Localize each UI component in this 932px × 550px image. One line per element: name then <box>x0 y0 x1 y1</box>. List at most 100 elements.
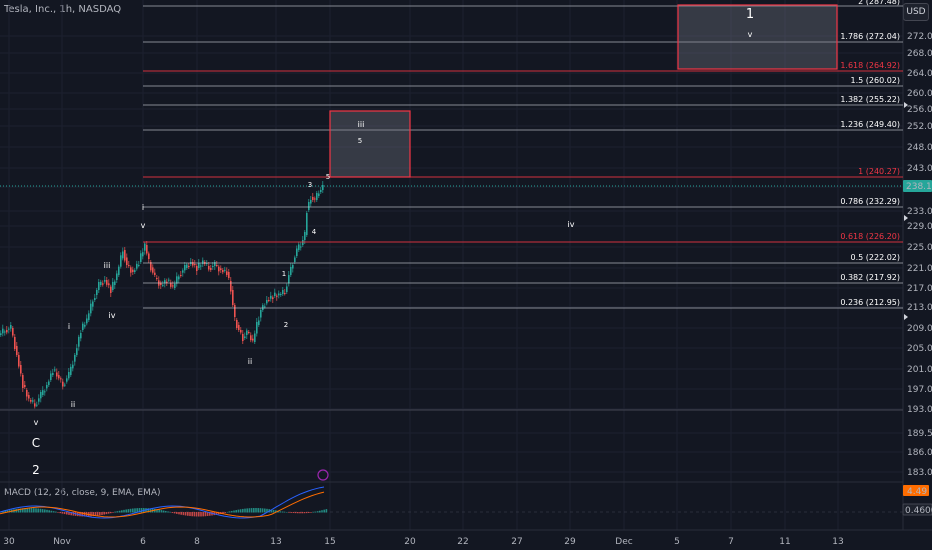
candle-body <box>304 232 306 240</box>
candle-body <box>12 328 14 336</box>
macd-histogram-bar <box>195 512 198 517</box>
time-tick: 6 <box>140 537 146 547</box>
macd-histogram-bar <box>180 512 182 515</box>
macd-histogram-bar <box>83 512 86 517</box>
macd-histogram-bar <box>310 512 312 513</box>
price-tick: 248.00 <box>907 143 932 153</box>
candle-body <box>170 282 172 287</box>
candle-body <box>48 381 50 385</box>
candle-body <box>200 265 202 267</box>
candle-body <box>186 264 188 268</box>
macd-histogram-bar <box>279 511 281 513</box>
candle-body <box>90 303 92 314</box>
macd-histogram-bar <box>189 512 191 517</box>
candle-body <box>168 279 170 281</box>
macd-histogram-bar <box>17 508 20 513</box>
candle-body <box>162 284 164 286</box>
candle-body <box>152 267 154 273</box>
fib-label: 1.236 (249.40) <box>840 120 900 129</box>
macd-histogram-bar <box>169 511 171 513</box>
candle-body <box>154 272 156 275</box>
macd-legend[interactable]: MACD (12, 26, close, 9, EMA, EMA) <box>4 488 161 498</box>
macd-histogram-bar <box>272 509 275 513</box>
fibonacci-levels: 1.786 (272.04) 1.618 (264.92) 1.5 (260.02)… <box>143 0 903 309</box>
macd-pane <box>0 486 903 519</box>
candle-body <box>278 293 280 296</box>
wave-label-4: 4 <box>312 228 317 236</box>
macd-histogram-bar <box>319 510 321 513</box>
candle-body <box>230 281 232 292</box>
candle-body <box>76 348 78 355</box>
candle-body <box>310 200 312 204</box>
candle-body <box>300 246 302 248</box>
macd-histogram-bar <box>290 512 292 513</box>
macd-histogram-bar <box>61 512 64 514</box>
macd-value-tag: 4.49 <box>907 487 927 497</box>
price-tick: 252.00 <box>907 122 932 132</box>
macd-histogram-bar <box>226 511 229 513</box>
candle-body <box>296 248 298 256</box>
macd-histogram-bar <box>103 512 105 515</box>
candle-body <box>220 268 222 270</box>
candle-body <box>52 373 54 375</box>
time-axis[interactable]: 30 Nov 6 8 13 15 20 22 27 29 Dec 5 7 11 13 <box>3 537 843 547</box>
wave-label-2-small: 2 <box>284 321 288 329</box>
time-tick: Nov <box>53 537 71 547</box>
macd-histogram-bar <box>303 512 306 514</box>
candle-body <box>98 282 100 290</box>
candle-body <box>260 310 262 318</box>
macd-histogram-bar <box>204 512 207 517</box>
wave-iii-target-box <box>329 110 411 178</box>
candle-body <box>156 278 158 279</box>
candle-body <box>318 193 320 196</box>
candle-body <box>208 266 210 270</box>
candle-body <box>136 263 138 269</box>
candle-body <box>64 384 66 386</box>
candle-body <box>140 253 142 262</box>
macd-histogram-bar <box>79 512 81 517</box>
macd-histogram-bar <box>68 512 70 515</box>
candle-body <box>286 286 288 292</box>
candle-body <box>44 391 46 393</box>
macd-histogram-bar <box>228 511 231 513</box>
price-axis[interactable]: 272.00 268.00 264.00 260.00 256.00 252.00 248.… <box>902 32 932 516</box>
macd-histogram-bar <box>125 509 127 513</box>
candle-body <box>32 400 34 402</box>
candle-body <box>106 280 108 285</box>
candle-body <box>250 335 252 341</box>
candle-body <box>238 325 240 330</box>
time-tick: 11 <box>779 537 790 547</box>
time-tick: 5 <box>674 537 680 547</box>
candle-body <box>166 281 168 283</box>
wave-v-target-box <box>677 4 838 70</box>
macd-histogram-bar <box>264 508 266 513</box>
macd-histogram-bar <box>26 508 28 513</box>
macd-histogram-bar <box>92 512 94 517</box>
macd-histogram-bar <box>321 510 323 513</box>
candle-body <box>252 338 254 341</box>
candle-body <box>108 283 110 286</box>
fib-label-top: 2 (287.48) <box>858 0 900 6</box>
candle-body <box>150 262 152 271</box>
candle-body <box>120 255 122 267</box>
candle-body <box>174 283 176 288</box>
macd-histogram-bar <box>316 511 319 513</box>
wave-label-iii: iii <box>104 261 111 270</box>
macd-histogram-bar <box>72 512 75 516</box>
target-boxes <box>329 4 838 178</box>
candle-body <box>30 400 32 402</box>
candle-body <box>218 266 220 272</box>
macd-histogram-bar <box>250 508 253 513</box>
price-tick: 201.00 <box>907 365 932 375</box>
candle-body <box>10 325 12 329</box>
macd-histogram-bar <box>136 508 138 513</box>
macd-histogram-bar <box>173 512 176 514</box>
macd-histogram-bar <box>101 512 103 515</box>
macd-histogram-bar <box>178 512 180 515</box>
macd-histogram-bar <box>244 508 246 513</box>
candle-body <box>86 318 88 324</box>
macd-histogram-bar <box>50 510 53 513</box>
wave-label-5: 5 <box>326 173 330 181</box>
symbol-title[interactable]: Tesla, Inc., 1h, NASDAQ <box>4 4 122 15</box>
